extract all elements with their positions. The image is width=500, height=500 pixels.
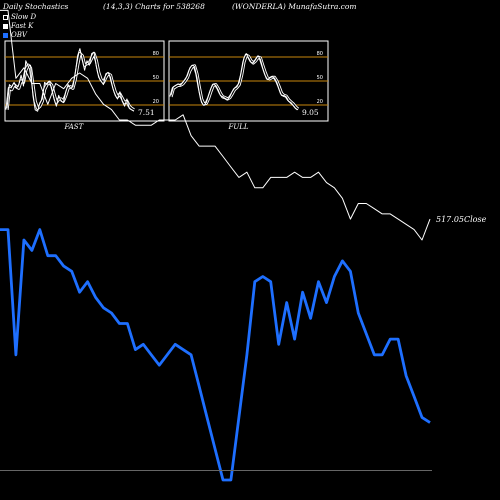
close-line <box>0 9 431 241</box>
full-tick-80: 80 <box>317 51 323 57</box>
legend: Slow D Fast K OBV <box>3 13 36 40</box>
legend-item-obv: OBV <box>3 31 36 40</box>
fast-tick-50: 50 <box>153 75 159 81</box>
legend-swatch-fast-k <box>3 24 8 29</box>
fast-last-value: 7.51 <box>138 108 155 117</box>
legend-item-slow-d: Slow D <box>3 13 36 22</box>
legend-swatch-obv <box>3 33 8 38</box>
header-center: (14,3,3) Charts for 538268 <box>103 2 205 11</box>
legend-label-fast-k: Fast K <box>11 22 34 30</box>
full-fast-k-line <box>170 53 299 111</box>
full-tick-50: 50 <box>317 75 323 81</box>
fast-tick-80: 80 <box>153 51 159 57</box>
full-slow-d-line <box>170 54 299 110</box>
header-left: Daily Stochastics <box>3 2 69 11</box>
full-last-value: 9.05 <box>302 108 319 117</box>
legend-item-fast-k: Fast K <box>3 22 36 31</box>
fast-slow-d-line <box>6 52 135 111</box>
full-tick-20: 20 <box>317 99 323 105</box>
full-panel-title: FULL <box>228 123 249 131</box>
fast-tick-20: 20 <box>153 99 159 105</box>
fast-panel-title: FAST <box>64 123 85 131</box>
legend-swatch-slow-d <box>3 15 8 20</box>
obv-line <box>0 228 431 482</box>
fast-fast-k-line <box>6 48 135 112</box>
legend-label-obv: OBV <box>11 31 27 39</box>
header-right: (WONDERLA) MunafaSutra.com <box>232 2 357 11</box>
legend-label-slow-d: Slow D <box>11 13 37 21</box>
close-label: 517.05Close <box>436 215 487 224</box>
